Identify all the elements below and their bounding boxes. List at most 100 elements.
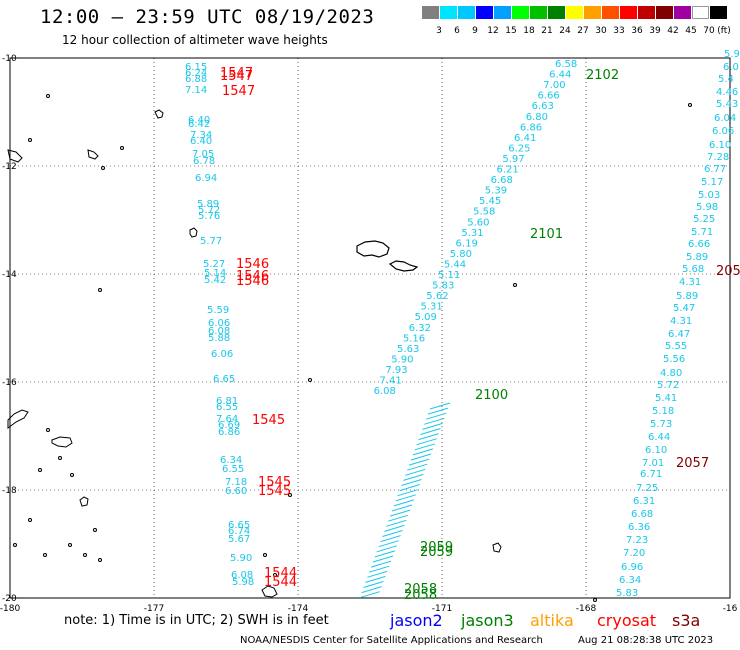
swh-value: 5.71 xyxy=(691,227,713,238)
island-fiji-3 xyxy=(79,496,89,507)
x-tick-label: -168 xyxy=(576,604,597,614)
swh-value: 5.11 xyxy=(438,270,460,281)
swh-value: 6.68 xyxy=(631,509,653,520)
swh-value: 5.83 xyxy=(432,281,454,292)
swh-value: 5.03 xyxy=(698,190,720,201)
swh-value: 6.65 xyxy=(213,374,235,385)
swh-value: 6.55 xyxy=(216,402,238,413)
swh-value: 5.63 xyxy=(397,344,419,355)
swh-value: 6.08 xyxy=(231,570,253,581)
islet-dot xyxy=(98,288,102,292)
swh-value: 6.06 xyxy=(208,318,230,329)
swh-value: 5.17 xyxy=(701,177,723,188)
islet-dot xyxy=(513,283,517,287)
legend-label: 33 xyxy=(613,26,625,36)
legend-label: 36 xyxy=(631,26,643,36)
islet-dot xyxy=(46,428,50,432)
island-fiji-4 xyxy=(87,149,99,160)
islet-dot xyxy=(70,473,74,477)
swh-value: 6.32 xyxy=(409,323,431,334)
swh-value: 5.31 xyxy=(461,228,483,239)
island-tonga xyxy=(261,585,278,598)
swh-value: 4.80 xyxy=(660,368,682,379)
swh-value: 6.34 xyxy=(619,575,641,586)
legend-label: 24 xyxy=(559,26,571,36)
swh-value: 7.01 xyxy=(642,458,664,469)
swh-value: 6.31 xyxy=(633,496,655,507)
satellite-label-altika: altika xyxy=(530,611,574,630)
swh-marker xyxy=(386,519,407,527)
swh-marker xyxy=(426,412,447,420)
legend-label: 18 xyxy=(523,26,535,36)
page-title: 12:00 – 23:59 UTC 08/19/2023 xyxy=(40,6,375,28)
swh-marker xyxy=(391,504,413,512)
time-label: 2101 xyxy=(530,227,563,242)
swh-value: 6.60 xyxy=(225,486,247,497)
legend-label: 39 xyxy=(649,26,661,36)
time-label: 1547 xyxy=(220,69,253,84)
islet-dot xyxy=(13,543,17,547)
swh-value: 6.42 xyxy=(188,119,210,130)
swh-marker xyxy=(399,484,420,492)
swh-value: 6.15 xyxy=(185,62,207,73)
swh-marker xyxy=(367,570,388,578)
map-grid xyxy=(10,58,730,598)
swh-marker xyxy=(372,555,394,563)
legend-swatch xyxy=(512,6,529,19)
swh-marker xyxy=(403,473,424,481)
swh-value: 6.74 xyxy=(228,526,250,537)
swh-value: 5.60 xyxy=(467,217,489,228)
swh-marker xyxy=(359,591,380,599)
legend-swatch xyxy=(602,6,619,19)
islet-dot xyxy=(288,493,292,497)
swh-value: 6.08 xyxy=(374,386,396,397)
time-label: 2102 xyxy=(586,68,619,83)
y-tick-label: -16 xyxy=(2,378,17,388)
swh-value: 6.68 xyxy=(491,175,513,186)
islet-dot xyxy=(263,553,267,557)
swh-marker xyxy=(420,428,441,435)
swh-value: 5.44 xyxy=(444,259,466,270)
swh-marker xyxy=(395,494,416,502)
swh-marker xyxy=(418,433,439,441)
swh-value: 6.66 xyxy=(537,91,559,102)
swh-marker xyxy=(388,514,409,522)
swh-value: 5.27 xyxy=(203,259,225,270)
swh-value: 5.56 xyxy=(663,354,685,365)
swh-value: 5.09 xyxy=(415,312,437,323)
track-cryosat: 6.156.246.887.146.406.427.346.407.056.78… xyxy=(185,62,297,590)
swh-value: 6.80 xyxy=(526,112,548,123)
swh-value: 6.25 xyxy=(508,143,530,154)
swh-value: 6.44 xyxy=(648,432,670,443)
legend-label: 21 xyxy=(541,26,553,36)
land-outlines xyxy=(7,94,692,602)
swh-value: 6.40 xyxy=(188,115,210,126)
swh-value: 5.25 xyxy=(693,214,715,225)
x-tick-label: -16 xyxy=(723,604,738,614)
swh-marker xyxy=(365,575,386,583)
swh-value: 5.58 xyxy=(473,207,495,218)
swh-value: 7.05 xyxy=(192,149,214,160)
swh-marker xyxy=(405,468,426,476)
swh-value: 5.76 xyxy=(198,211,220,222)
swh-value: 7.18 xyxy=(225,477,247,488)
swh-value: 5.67 xyxy=(228,534,250,545)
swh-value: 5.43 xyxy=(716,99,738,110)
track-s3a: 5.96.05.44.465.436.046.066.107.286.775.1… xyxy=(616,49,740,599)
swh-value: 6.63 xyxy=(532,101,554,112)
swh-value: 6.78 xyxy=(193,156,215,167)
swh-marker xyxy=(408,458,430,466)
islet-dot xyxy=(28,138,32,142)
island-wallis xyxy=(189,227,198,238)
swh-value: 7.34 xyxy=(190,130,212,141)
swh-value: 6.71 xyxy=(640,469,662,480)
swh-value: 5.89 xyxy=(676,291,698,302)
islet-dot xyxy=(43,553,47,557)
swh-marker xyxy=(378,540,399,548)
swh-value: 5.41 xyxy=(655,393,677,404)
swh-value: 7.20 xyxy=(623,548,645,559)
swh-value: 5.80 xyxy=(450,249,472,260)
legend-swatch xyxy=(548,6,565,19)
swh-value: 5.59 xyxy=(207,305,229,316)
